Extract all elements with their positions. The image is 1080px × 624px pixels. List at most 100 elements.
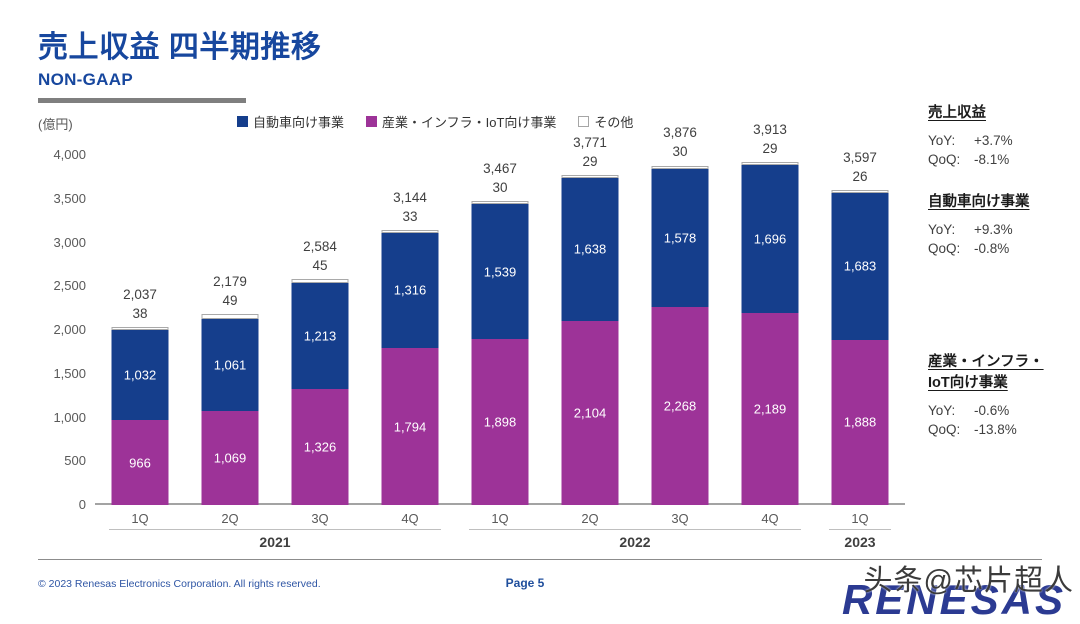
- segment-industrial-value: 1,326: [303, 439, 337, 455]
- copyright-text: © 2023 Renesas Electronics Corporation. …: [38, 578, 321, 590]
- segment-industrial-value: 2,268: [663, 398, 697, 414]
- bar-others-value: 38: [132, 305, 148, 321]
- segment-industrial: 1,888: [831, 339, 889, 505]
- y-tick-label: 2,500: [53, 278, 86, 294]
- segment-automotive-value: 1,683: [843, 258, 877, 274]
- metric-qoq-value: -0.8%: [974, 241, 1010, 256]
- quarter-label: 2Q: [581, 511, 599, 526]
- metric-qoq: QoQ: -0.8%: [928, 239, 1030, 258]
- segment-others: [651, 165, 709, 169]
- segment-industrial: 1,069: [201, 411, 259, 505]
- segment-industrial-value: 1,069: [213, 450, 247, 466]
- bar-total-value: 3,876: [663, 125, 697, 141]
- legend-item-others: その他: [578, 112, 633, 131]
- bar-others-value: 30: [492, 180, 508, 196]
- summary-title-industrial: 産業・インフラ・: [928, 354, 1044, 370]
- quarter-label: 4Q: [761, 511, 779, 526]
- bar-slot: 1,578 2,268 30 3,876: [635, 125, 725, 505]
- bar-others-value: 29: [762, 141, 778, 157]
- segment-industrial: 1,898: [471, 338, 529, 505]
- quarter-label: 3Q: [311, 511, 329, 526]
- segment-automotive: 1,061: [201, 318, 259, 412]
- metric-yoy-value: +3.7%: [974, 133, 1013, 148]
- year-label: 2021: [259, 534, 291, 550]
- watermark-text: 头条@芯片超人: [863, 565, 1074, 597]
- metric-yoy-label: YoY:: [928, 133, 956, 148]
- bar-others-value: 33: [402, 208, 418, 224]
- y-tick-label: 0: [78, 497, 86, 512]
- segment-industrial: 1,794: [381, 348, 439, 505]
- metric-yoy: YoY: +9.3%: [928, 220, 1030, 239]
- segment-others: [381, 229, 439, 233]
- page-number: Page 5: [505, 576, 545, 590]
- x-axis-group-2023: 1Q 2023: [815, 509, 905, 550]
- metric-qoq-value: -8.1%: [974, 152, 1010, 167]
- segment-automotive: 1,578: [651, 168, 709, 307]
- bar-slot: 1,696 2,189 29 3,913: [725, 122, 815, 505]
- metric-yoy-value: +9.3%: [974, 222, 1013, 237]
- quarter-label: 2Q: [221, 511, 239, 526]
- x-axis-group-2022: 1Q 2Q 3Q 4Q 2022: [455, 509, 815, 550]
- stacked-bar: 1,539 1,898: [471, 201, 529, 505]
- segment-automotive: 1,213: [291, 282, 349, 389]
- summary-title-automotive: 自動車向け事業: [928, 194, 1030, 210]
- segment-automotive-value: 1,316: [393, 282, 427, 298]
- metric-qoq: QoQ: -8.1%: [928, 150, 1013, 169]
- segment-industrial: 2,104: [561, 320, 619, 505]
- year-label: 2022: [619, 534, 651, 550]
- segment-automotive: 1,539: [471, 204, 529, 339]
- y-tick-label: 3,000: [53, 234, 86, 250]
- bar-others-value: 49: [222, 293, 238, 309]
- stacked-bar: 1,316 1,794: [381, 229, 439, 505]
- metric-yoy: YoY: -0.6%: [928, 401, 1044, 420]
- bar-total-value: 2,584: [303, 238, 337, 254]
- brand-zone: RENESAS 头条@芯片超人: [780, 547, 1080, 623]
- bar-total-value: 3,144: [393, 189, 427, 205]
- segment-industrial: 2,189: [741, 313, 799, 505]
- year-label: 2023: [844, 534, 876, 550]
- bar-total-value: 2,179: [213, 274, 247, 290]
- stacked-bar: 1,578 2,268: [651, 165, 709, 505]
- bar-slot: 1,213 1,326 45 2,584: [275, 155, 365, 505]
- segment-others: [561, 174, 619, 178]
- metric-yoy: YoY: +3.7%: [928, 131, 1013, 150]
- chart-legend: 自動車向け事業 産業・インフラ・IoT向け事業 その他: [237, 112, 633, 131]
- summary-section-automotive: 自動車向け事業 YoY: +9.3% QoQ: -0.8%: [928, 192, 1030, 258]
- bar-slot: 1,638 2,104 29 3,771: [545, 135, 635, 505]
- stacked-bar: 1,061 1,069: [201, 314, 259, 505]
- footer-divider: [38, 559, 1042, 560]
- segment-automotive: 1,316: [381, 232, 439, 349]
- metric-yoy-label: YoY:: [928, 222, 956, 237]
- year-group-line: [469, 529, 801, 530]
- page-title: 売上収益 四半期推移: [38, 31, 322, 64]
- bar-others-value: 26: [852, 168, 868, 184]
- legend-item-industrial: 産業・インフラ・IoT向け事業: [366, 112, 556, 131]
- bar-slot: 1,316 1,794 33 3,144: [365, 155, 455, 505]
- x-axis-group-2021: 1Q 2Q 3Q 4Q 2021: [95, 509, 455, 550]
- summary-title-revenue: 売上収益: [928, 105, 986, 121]
- bar-total-value: 3,467: [483, 161, 517, 177]
- summary-section-revenue: 売上収益 YoY: +3.7% QoQ: -8.1%: [928, 103, 1013, 169]
- quarter-label: 1Q: [851, 511, 869, 526]
- segment-automotive-value: 1,696: [753, 231, 787, 247]
- segment-industrial: 966: [111, 420, 169, 505]
- summary-title-industrial-line2: IoT向け事業: [928, 375, 1008, 391]
- y-tick-label: 4,000: [53, 147, 86, 162]
- segment-automotive: 1,032: [111, 330, 169, 421]
- legend-label-automotive: 自動車向け事業: [253, 115, 345, 130]
- segment-industrial: 1,326: [291, 388, 349, 505]
- year-group-line: [829, 529, 891, 530]
- bar-others-value: 29: [582, 153, 598, 169]
- segment-others: [291, 278, 349, 283]
- segment-industrial-value: 2,189: [753, 401, 787, 417]
- bar-slot: 1,683 1,888 26 3,597: [815, 150, 905, 505]
- segment-automotive-value: 1,061: [213, 357, 247, 373]
- metric-qoq-value: -13.8%: [974, 422, 1017, 437]
- slide: { "page": { "title": "売上収益 四半期推移", "subt…: [38, 31, 1080, 623]
- quarter-label: 1Q: [491, 511, 509, 526]
- segment-automotive: 1,638: [561, 177, 619, 321]
- page-subtitle: NON-GAAP: [38, 70, 133, 89]
- axis-unit-label: (億円): [38, 117, 73, 132]
- segment-others: [111, 326, 169, 331]
- legend-item-automotive: 自動車向け事業: [237, 112, 344, 131]
